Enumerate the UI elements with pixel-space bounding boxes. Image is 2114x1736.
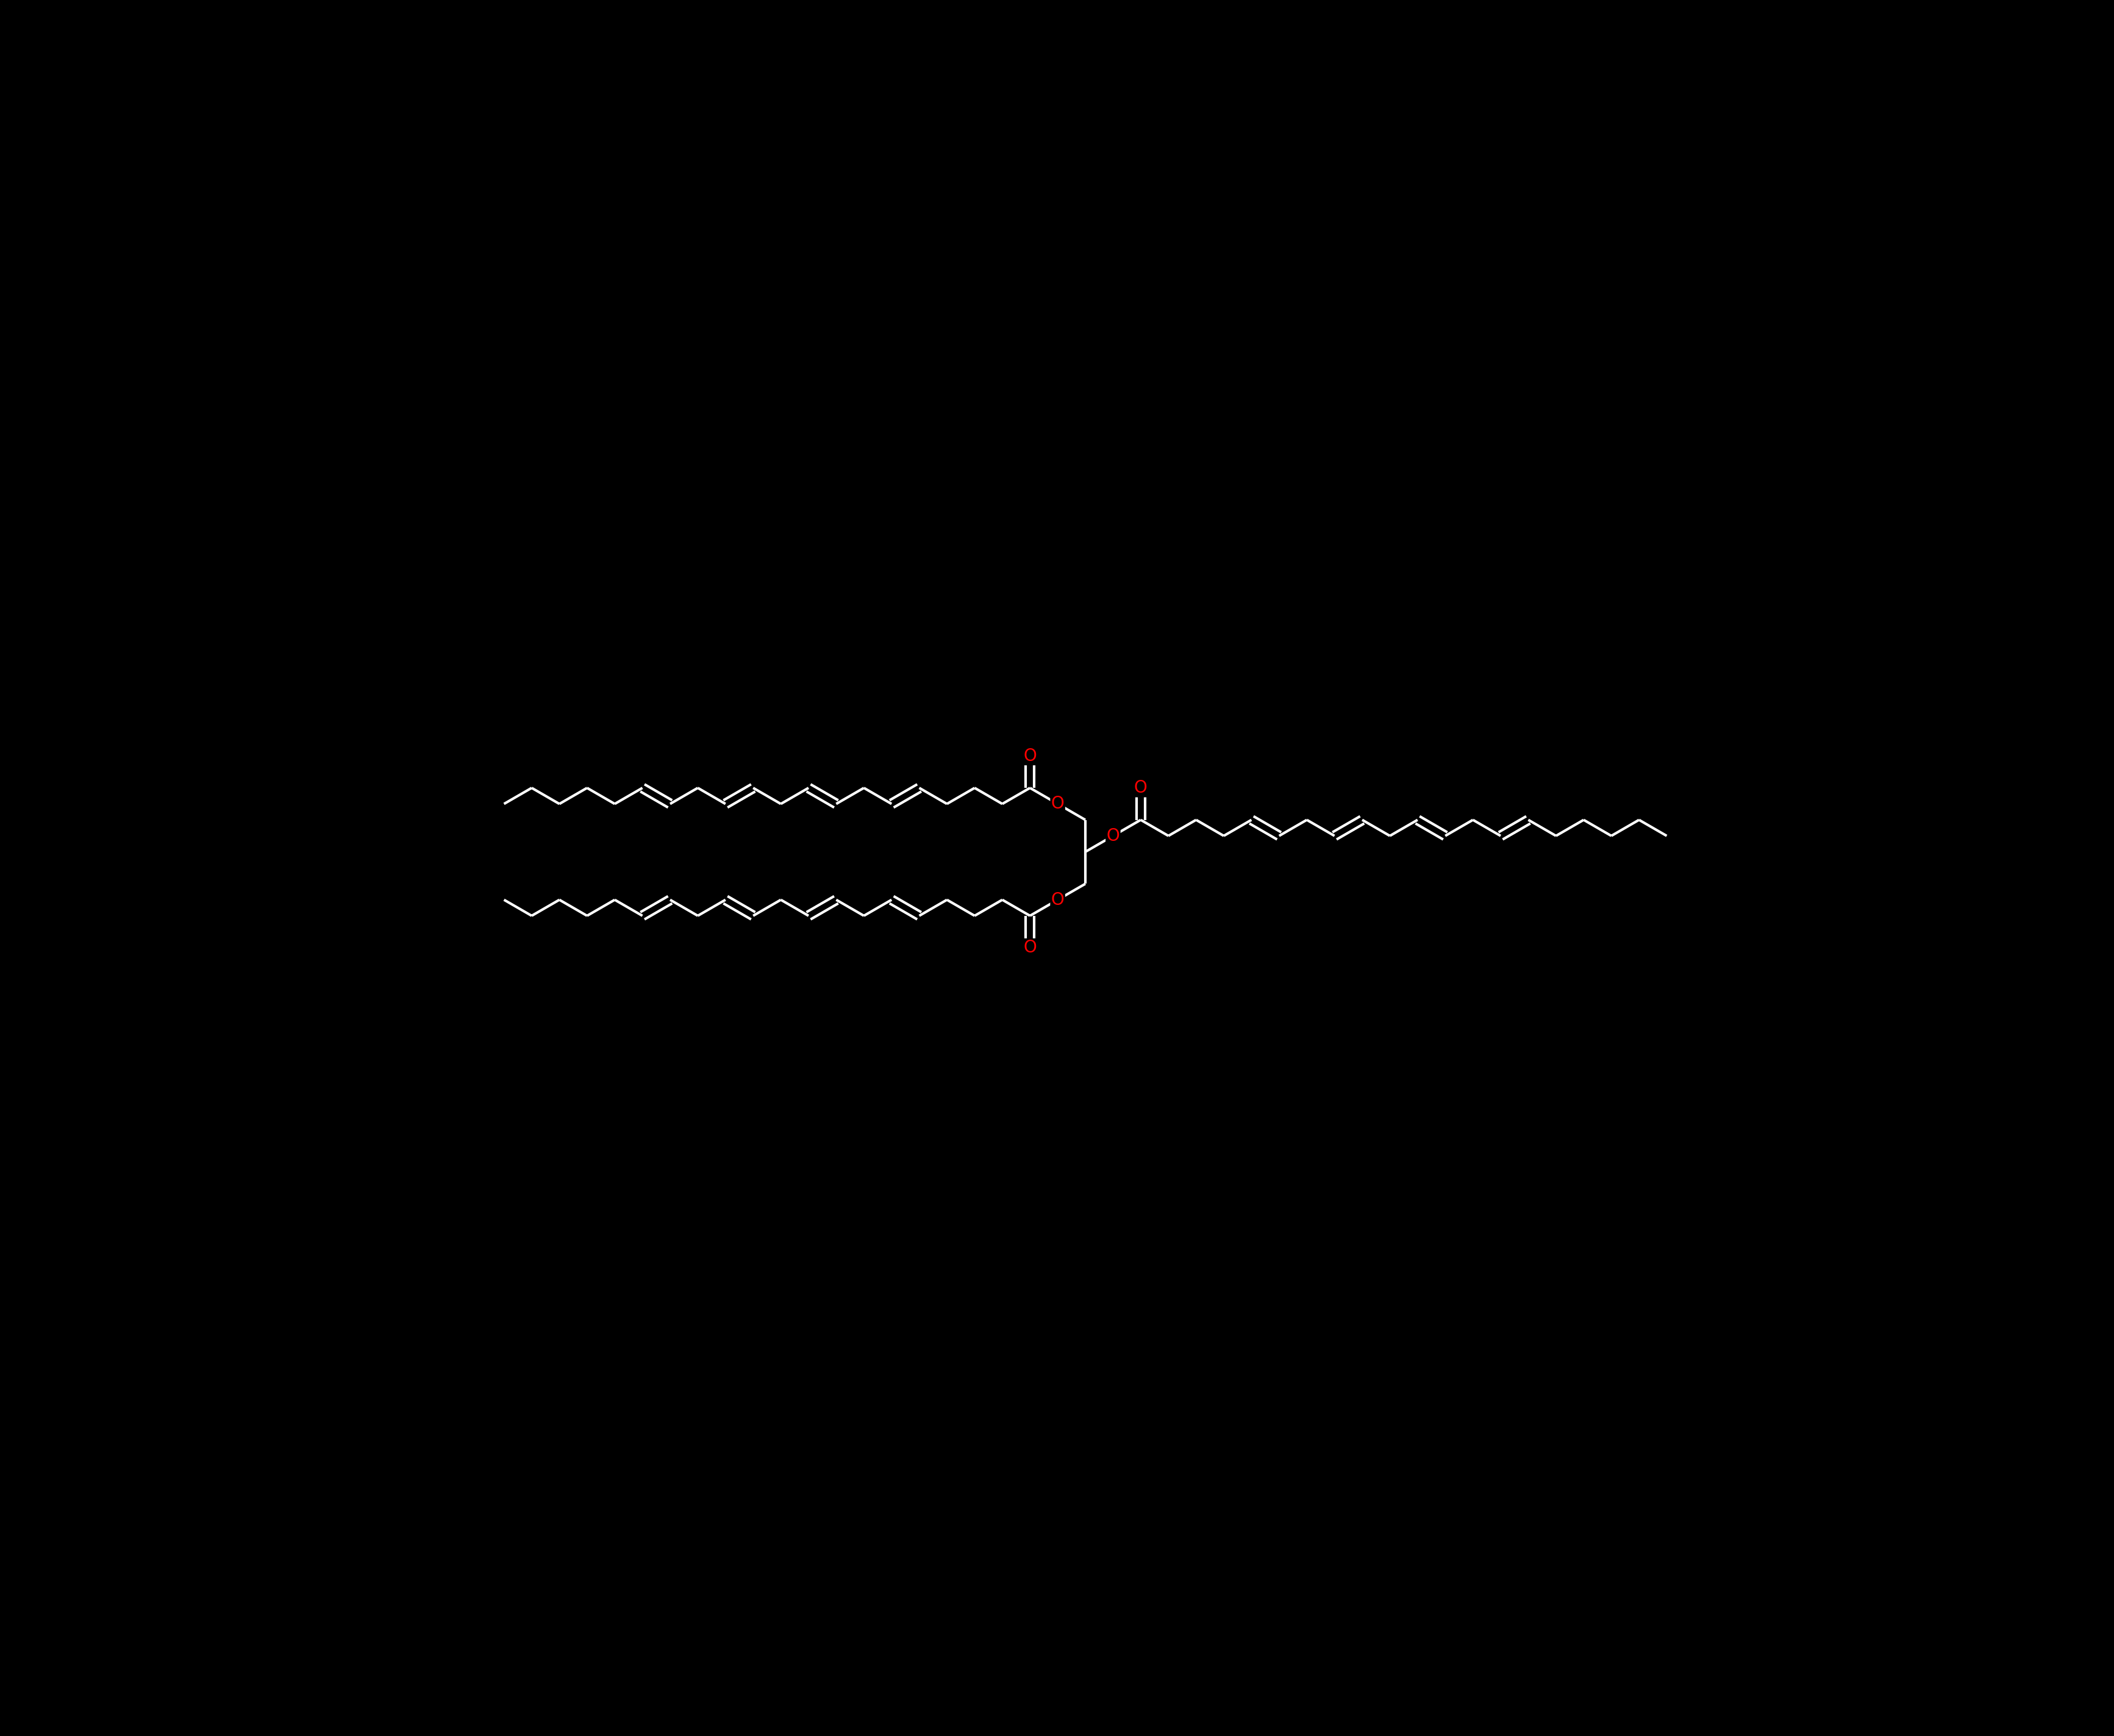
Text: O: O — [1051, 795, 1063, 812]
Text: O: O — [1106, 828, 1120, 844]
Text: O: O — [1023, 939, 1036, 957]
Text: O: O — [1023, 748, 1036, 764]
Text: O: O — [1133, 779, 1148, 797]
Text: O: O — [1051, 891, 1063, 908]
